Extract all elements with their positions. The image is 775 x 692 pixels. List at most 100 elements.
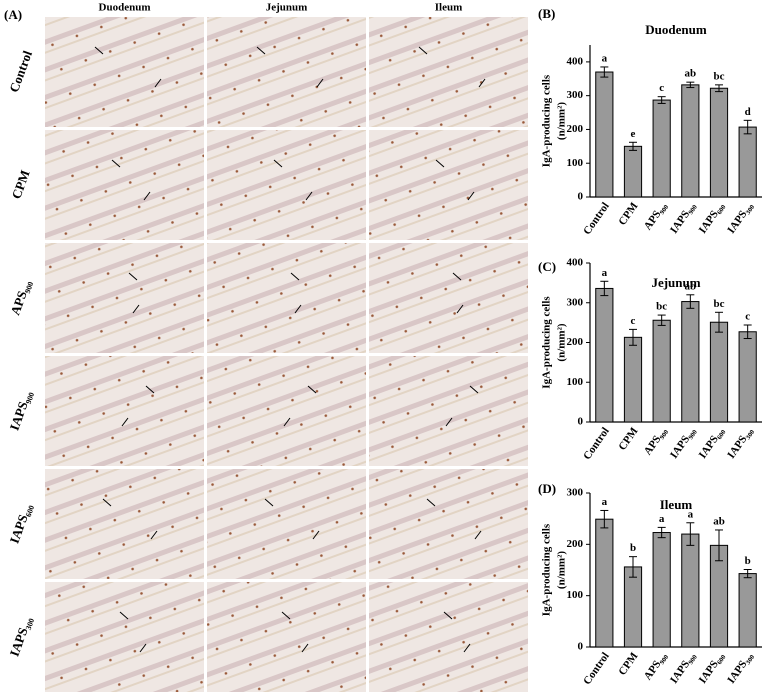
x-tick-label: CPM (616, 200, 641, 228)
significance-label: c (631, 315, 636, 327)
bar (652, 532, 671, 648)
arrow (426, 498, 436, 507)
significance-label: e (631, 128, 636, 140)
micrograph (207, 582, 366, 692)
y-axis-label: IgA-producing cells (541, 296, 553, 389)
bar (595, 518, 614, 648)
arrow (283, 417, 291, 427)
y-tick-label: 300 (567, 487, 584, 499)
row-label: APS₉₀₀ (7, 278, 34, 317)
x-tick-label: APS₉₀₀ (642, 650, 670, 683)
column-header: Jejunum (266, 2, 308, 14)
micrograph (369, 469, 528, 579)
y-axis-label: IgA-producing cells (541, 74, 553, 167)
arrow (132, 304, 140, 314)
y-tick-label: 200 (567, 123, 584, 135)
x-tick-label: IAPS₃₀₀ (725, 650, 755, 686)
arrow (128, 272, 138, 281)
y-tick-label: 300 (567, 296, 584, 308)
arrow (102, 498, 112, 507)
column-header: Duodenum (99, 2, 151, 14)
panel-label: (A) (4, 7, 22, 22)
chart-title: Ileum (660, 497, 693, 512)
arrow (154, 78, 162, 88)
micrograph (45, 356, 204, 466)
y-tick-label: 200 (567, 336, 584, 348)
micrograph (45, 582, 204, 692)
y-tick-label: 0 (578, 191, 584, 203)
bar (709, 87, 729, 198)
bar (652, 319, 671, 423)
x-tick-label: IAPS₆₀₀ (697, 425, 727, 461)
significance-label: bc (714, 70, 725, 82)
significance-label: d (745, 106, 751, 118)
arrow (294, 304, 302, 314)
x-tick-label: IAPS₉₀₀ (668, 200, 698, 236)
arrow (111, 159, 121, 168)
significance-label: ab (685, 68, 697, 80)
arrow (301, 643, 309, 653)
significance-label: a (659, 513, 665, 525)
row-label: Control (6, 48, 35, 94)
y-axis-label: IgA-producing cells (541, 523, 553, 616)
y-axis-label: (n/mm²) (556, 551, 568, 589)
x-tick-label: Control (581, 200, 612, 237)
bar (623, 145, 643, 198)
significance-label: a (602, 52, 608, 64)
micrograph (45, 469, 204, 579)
y-tick-label: 100 (567, 376, 584, 388)
significance-label: c (745, 311, 750, 323)
significance-label: ab (713, 515, 725, 527)
arrow (456, 304, 464, 314)
row-label: IAPS₉₀₀ (6, 388, 34, 432)
significance-label: c (659, 82, 664, 94)
y-tick-label: 0 (578, 641, 584, 653)
row-label: IAPS₆₀₀ (6, 501, 34, 545)
arrow (150, 530, 158, 540)
arrow (435, 159, 445, 168)
arrow (94, 46, 104, 55)
micrograph (369, 17, 528, 127)
x-tick-label: IAPS₃₀₀ (725, 425, 755, 461)
micrograph (207, 17, 366, 127)
micrograph (369, 130, 528, 240)
bar (681, 301, 700, 423)
bar (738, 331, 757, 423)
y-tick-label: 100 (567, 157, 584, 169)
arrow (474, 530, 482, 540)
y-axis-label: (n/mm²) (556, 102, 568, 140)
y-tick-label: 200 (567, 538, 584, 550)
y-tick-label: 400 (567, 55, 584, 67)
micrograph (369, 243, 528, 353)
micrograph (207, 243, 366, 353)
arrow (478, 78, 486, 88)
significance-label: b (745, 555, 751, 567)
y-axis-label: (n/mm²) (556, 323, 568, 361)
micrograph (45, 17, 204, 127)
chart-title: Duodenum (645, 22, 707, 37)
row-label: IAPS₃₀₀ (6, 614, 34, 658)
panel-label: (C) (538, 259, 556, 274)
significance-label: a (602, 496, 608, 508)
arrow (281, 611, 291, 620)
micrograph (369, 582, 528, 692)
arrow (119, 611, 129, 620)
bar (738, 126, 757, 198)
arrow (445, 417, 453, 427)
arrow (290, 272, 300, 281)
arrow (307, 385, 317, 394)
bar (623, 566, 643, 648)
arrow (264, 498, 274, 507)
chart-title: Jejunum (651, 275, 700, 290)
bar (681, 533, 700, 648)
arrow (316, 78, 324, 88)
arrow (463, 643, 471, 653)
panel-label: (D) (538, 481, 556, 496)
y-tick-label: 400 (567, 257, 584, 269)
x-tick-label: IAPS₃₀₀ (725, 200, 755, 236)
column-header: Ileum (435, 2, 463, 14)
significance-label: ab (685, 280, 697, 292)
bar (738, 573, 757, 648)
arrow (418, 46, 428, 55)
